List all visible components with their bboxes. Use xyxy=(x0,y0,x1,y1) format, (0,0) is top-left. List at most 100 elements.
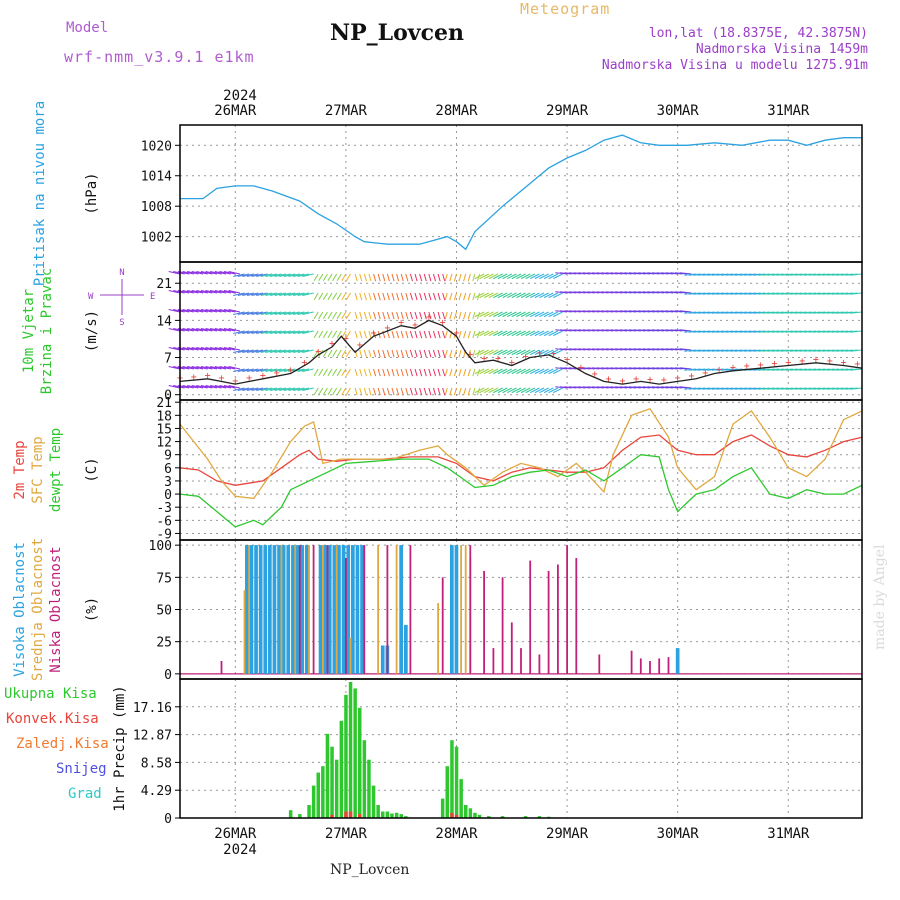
wind-arrow xyxy=(493,292,503,299)
wind-arrow xyxy=(242,330,254,334)
wind-arrow xyxy=(483,311,494,318)
wind-arrow xyxy=(548,387,559,394)
wind-gust-marker: + xyxy=(205,371,211,382)
wind-arrow xyxy=(444,311,448,320)
wind-arrow xyxy=(345,387,351,396)
wind-arrow xyxy=(237,387,250,391)
wind-arrow xyxy=(228,328,241,332)
wind-arrow xyxy=(332,273,338,282)
wind-arrow xyxy=(200,347,213,351)
bottom-time-label: 31MAR xyxy=(767,826,810,842)
bar-precip-0 xyxy=(468,808,473,818)
wind-arrow xyxy=(449,387,453,396)
wind-arrow xyxy=(520,368,531,375)
series-line-wind-0 xyxy=(179,319,863,385)
panel-ylabel-1: Srednja Oblacnost xyxy=(30,538,46,681)
wind-arrow xyxy=(200,309,213,313)
wind-arrow xyxy=(191,366,204,370)
top-time-label: 26MAR xyxy=(214,103,257,119)
wind-arrow xyxy=(283,349,296,353)
wind-gust-marker: + xyxy=(661,375,667,386)
wind-arrow xyxy=(196,271,208,275)
wind-gust-marker: + xyxy=(343,333,349,344)
wind-arrow xyxy=(168,366,181,370)
wind-arrow xyxy=(279,387,291,391)
wind-arrow xyxy=(363,349,367,358)
wind-arrow xyxy=(472,349,476,358)
wind-arrow xyxy=(458,330,462,339)
wind-gust-marker: + xyxy=(578,363,584,374)
wind-arrow xyxy=(502,330,513,337)
wind-arrow xyxy=(453,349,457,358)
wind-arrow xyxy=(442,311,446,320)
wind-gust-marker: + xyxy=(453,328,459,339)
wind-arrow xyxy=(463,292,467,301)
wind-arrow xyxy=(219,290,231,294)
y-tick-label: 17.16 xyxy=(133,701,172,716)
wind-arrow xyxy=(449,311,453,320)
wind-arrow xyxy=(173,309,185,313)
wind-arrow xyxy=(327,330,333,339)
wind-arrow xyxy=(409,349,413,358)
wind-arrow xyxy=(265,387,277,391)
wind-arrow xyxy=(205,290,217,294)
wind-arrow xyxy=(534,330,545,337)
location-coordinates: lon,lat (18.8375E, 42.3875N) xyxy=(648,26,868,41)
wind-arrow xyxy=(525,368,536,375)
wind-arrow xyxy=(530,273,540,280)
wind-arrow xyxy=(279,273,291,277)
wind-arrow xyxy=(391,368,395,377)
wind-arrow xyxy=(530,349,540,356)
wind-gust-marker: + xyxy=(799,356,805,367)
wind-arrow xyxy=(260,330,273,334)
wind-arrow xyxy=(414,387,418,396)
bar-clouds-2 xyxy=(483,570,485,674)
wind-arrow xyxy=(405,368,409,377)
wind-arrow xyxy=(382,311,386,320)
wind-arrow xyxy=(511,387,522,394)
wind-arrow xyxy=(327,368,333,377)
wind-arrow xyxy=(168,385,181,389)
wind-arrow xyxy=(516,273,526,280)
wind-arrow xyxy=(260,292,273,296)
wind-arrow xyxy=(251,349,264,353)
wind-gust-marker: + xyxy=(827,356,833,367)
wind-arrow xyxy=(256,311,268,315)
wind-arrow xyxy=(419,368,423,377)
bar-clouds-0 xyxy=(245,545,249,674)
wind-arrow xyxy=(228,309,241,313)
model-label: Model xyxy=(66,20,109,36)
wind-arrow xyxy=(516,387,526,394)
bar-precip-0 xyxy=(473,812,477,818)
wind-arrow xyxy=(382,292,386,301)
wind-arrow xyxy=(539,368,549,375)
bar-clouds-0 xyxy=(258,545,263,674)
wind-arrow xyxy=(200,271,213,275)
wind-arrow xyxy=(219,309,231,313)
wind-arrow xyxy=(173,271,185,275)
wind-arrow xyxy=(543,273,554,280)
wind-arrow xyxy=(442,387,446,396)
wind-arrow xyxy=(525,292,536,299)
wind-arrow xyxy=(850,273,863,276)
bar-clouds-0 xyxy=(277,545,281,674)
bar-clouds-0 xyxy=(454,545,459,674)
wind-arrow xyxy=(187,271,199,275)
y-tick-label: 9 xyxy=(164,449,172,464)
wind-arrow xyxy=(432,292,437,301)
bar-clouds-0 xyxy=(318,545,323,674)
wind-gust-marker: + xyxy=(813,355,819,366)
wind-arrow xyxy=(409,330,413,339)
wind-arrow xyxy=(463,368,467,377)
wind-arrow xyxy=(414,311,418,320)
panel-ylabel-0: 10m Vjetar xyxy=(21,289,37,373)
compass-west: W xyxy=(88,292,94,302)
wind-arrow xyxy=(479,349,489,356)
wind-arrow xyxy=(400,349,404,358)
wind-arrow xyxy=(279,311,291,315)
wind-arrow xyxy=(359,330,363,339)
panel-ylabel-0: Pritisak na nivou mora xyxy=(32,101,48,286)
wind-arrow xyxy=(297,273,310,277)
wind-arrow xyxy=(187,309,199,313)
wind-arrow xyxy=(553,349,563,356)
